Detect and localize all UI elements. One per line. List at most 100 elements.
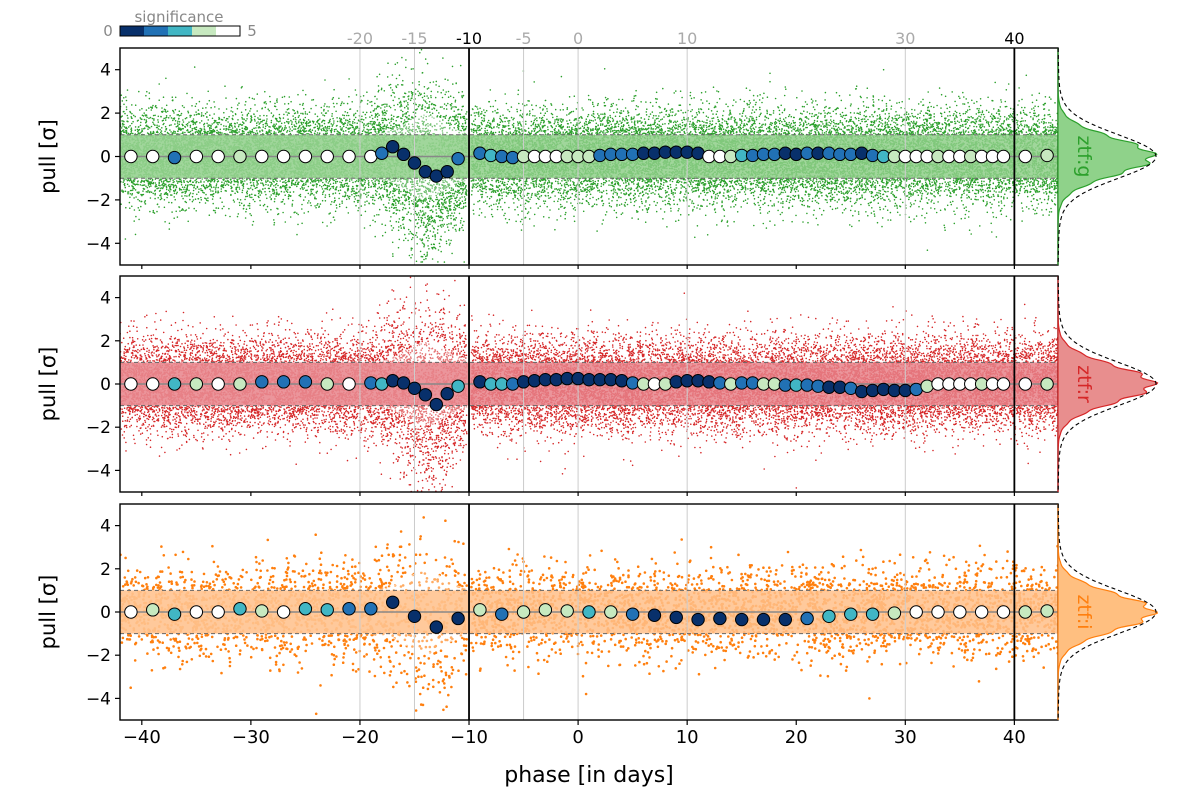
median-point <box>932 606 944 618</box>
y-tick-label: 4 <box>100 61 111 81</box>
median-point <box>343 150 355 162</box>
median-point <box>714 612 726 624</box>
x-tick-label: −10 <box>450 727 488 748</box>
median-point <box>757 613 769 625</box>
median-point <box>321 150 333 162</box>
top-phase-tick-label: -5 <box>516 29 532 48</box>
colorbar-min-label: 0 <box>103 22 113 40</box>
y-tick-label: −4 <box>86 689 111 709</box>
median-point <box>256 605 268 617</box>
median-point <box>648 609 660 621</box>
median-point <box>954 606 966 618</box>
median-point <box>626 608 638 620</box>
top-phase-tick-label: 0 <box>573 29 583 48</box>
median-point <box>386 596 398 608</box>
median-point <box>441 388 453 400</box>
x-tick-label: −40 <box>123 727 161 748</box>
y-tick-label: 4 <box>100 517 111 537</box>
x-tick-label: 30 <box>894 727 917 748</box>
median-point <box>234 150 246 162</box>
top-phase-tick-label: 30 <box>895 29 915 48</box>
median-point <box>801 612 813 624</box>
median-point <box>376 147 388 159</box>
median-point <box>212 606 224 618</box>
median-point <box>997 378 1009 390</box>
median-point <box>234 378 246 390</box>
y-tick-label: 0 <box>100 603 111 623</box>
y-axis-label: pull [σ] <box>36 347 60 422</box>
x-tick-label: −20 <box>341 727 379 748</box>
median-point <box>910 606 922 618</box>
median-point <box>277 376 289 388</box>
x-axis-label: phase [in days] <box>504 763 674 788</box>
y-tick-label: 2 <box>100 332 111 352</box>
top-phase-tick-label: -15 <box>401 29 427 48</box>
colorbar-swatches <box>120 26 240 36</box>
median-point <box>888 607 900 619</box>
median-point <box>125 378 137 390</box>
median-point <box>474 376 486 388</box>
histogram-fill <box>1058 504 1157 720</box>
median-point <box>277 150 289 162</box>
x-axis: −40 −30 −20 −10 0 10 20 30 40 <box>123 727 1026 748</box>
median-point <box>256 150 268 162</box>
median-point <box>866 608 878 620</box>
median-point <box>321 604 333 616</box>
median-point <box>430 398 442 410</box>
y-tick-label: 0 <box>100 375 111 395</box>
panel-plot-area <box>119 276 1059 493</box>
x-tick-label: 10 <box>676 727 699 748</box>
median-point <box>823 610 835 622</box>
pull-histogram: ztf:g <box>1058 48 1157 265</box>
median-point <box>430 621 442 633</box>
top-phase-tick-label: 10 <box>677 29 697 48</box>
top-phase-axis: -20 -15 -10 -5 0 10 30 40 <box>347 29 1025 48</box>
histogram-fill <box>1058 48 1157 265</box>
median-point <box>386 141 398 153</box>
median-point <box>1019 378 1031 390</box>
y-tick-label: −2 <box>86 418 111 438</box>
colorbar-swatch <box>144 26 168 36</box>
median-point <box>408 157 420 169</box>
median-point <box>616 375 628 387</box>
median-point <box>779 613 791 625</box>
median-point <box>343 603 355 615</box>
median-point <box>997 606 1009 618</box>
median-point <box>147 378 159 390</box>
median-point <box>299 603 311 615</box>
y-tick-label: 2 <box>100 560 111 580</box>
x-tick-label: 40 <box>1003 727 1026 748</box>
y-axis-label: pull [σ] <box>36 575 60 650</box>
median-point <box>517 606 529 618</box>
median-point <box>397 148 409 160</box>
median-point <box>670 611 682 623</box>
median-point <box>452 380 464 392</box>
median-point <box>441 165 453 177</box>
pull-histogram: ztf:i <box>1058 504 1157 720</box>
colorbar-swatch <box>168 26 192 36</box>
top-phase-tick-label: 40 <box>1004 29 1024 48</box>
y-tick-label: −4 <box>86 461 111 481</box>
median-point <box>845 608 857 620</box>
colorbar-swatch <box>192 26 216 36</box>
y-tick-label: 2 <box>100 104 111 124</box>
median-point <box>256 376 268 388</box>
top-phase-tick-label: -20 <box>347 29 373 48</box>
median-point <box>168 151 180 163</box>
median-point <box>561 605 573 617</box>
median-point <box>975 606 987 618</box>
median-point <box>147 604 159 616</box>
median-point <box>277 606 289 618</box>
median-point <box>125 606 137 618</box>
median-point <box>659 378 671 390</box>
median-point <box>583 606 595 618</box>
median-point <box>190 150 202 162</box>
median-point <box>1041 378 1053 390</box>
